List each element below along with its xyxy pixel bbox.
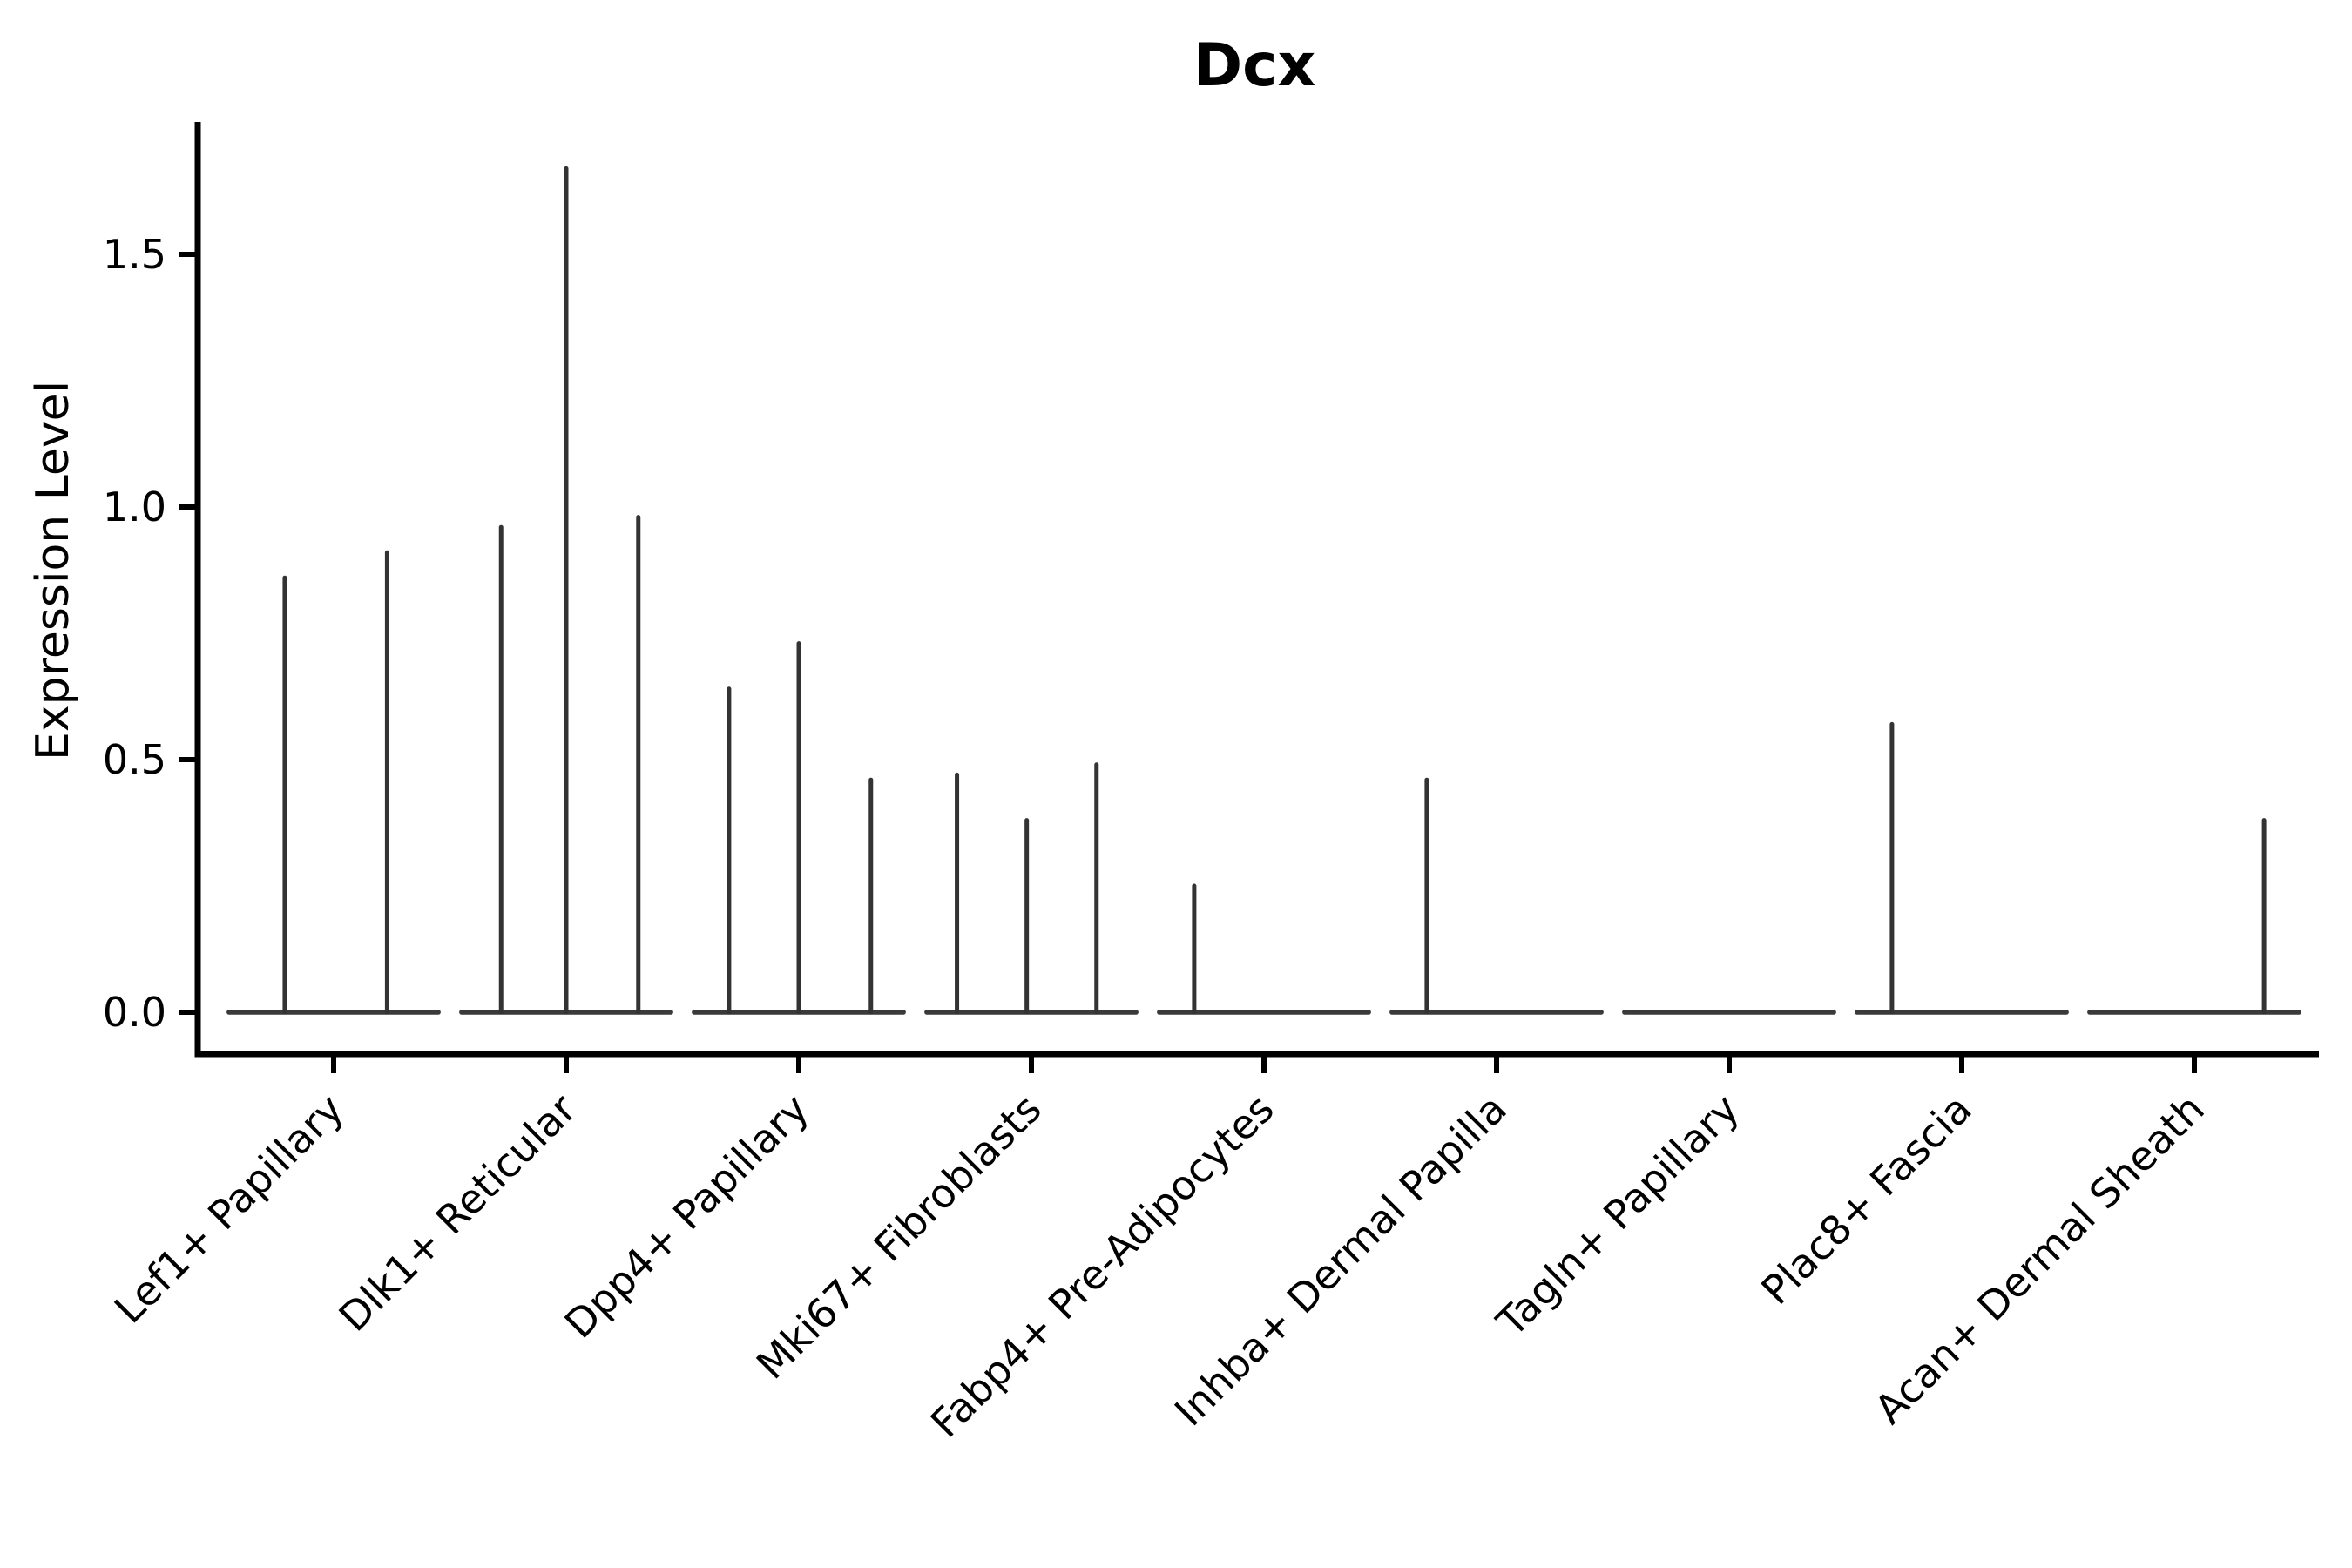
x-category-label: Plac8+ Fascia	[1752, 1085, 1980, 1314]
violin	[1389, 777, 1604, 1015]
violin	[1855, 721, 2069, 1015]
y-tick-label: 1.0	[103, 483, 166, 531]
y-axis-ticks: 0.0 0.5 1.0 1.5	[103, 231, 198, 1036]
violin	[924, 762, 1139, 1015]
x-axis-ticks	[331, 1054, 2197, 1073]
violin	[459, 166, 673, 1015]
y-axis-label: Expression Level	[27, 381, 79, 760]
violin	[2087, 818, 2301, 1015]
y-tick-label: 1.5	[103, 231, 166, 278]
x-category-label: Dlk1+ Reticular	[330, 1085, 585, 1341]
violin	[226, 550, 441, 1015]
chart-title: Dcx	[1193, 31, 1316, 100]
y-tick-label: 0.5	[103, 736, 166, 783]
x-category-label: Dpp4+ Papillary	[556, 1085, 818, 1348]
x-category-label: Lef1+ Papillary	[105, 1085, 353, 1333]
axes	[194, 122, 2319, 1058]
violin	[1157, 883, 1371, 1015]
violin	[692, 641, 906, 1015]
x-category-label: Tagln+ Papillary	[1487, 1085, 1748, 1347]
y-tick-label: 0.0	[103, 989, 166, 1036]
violins	[226, 166, 2301, 1015]
